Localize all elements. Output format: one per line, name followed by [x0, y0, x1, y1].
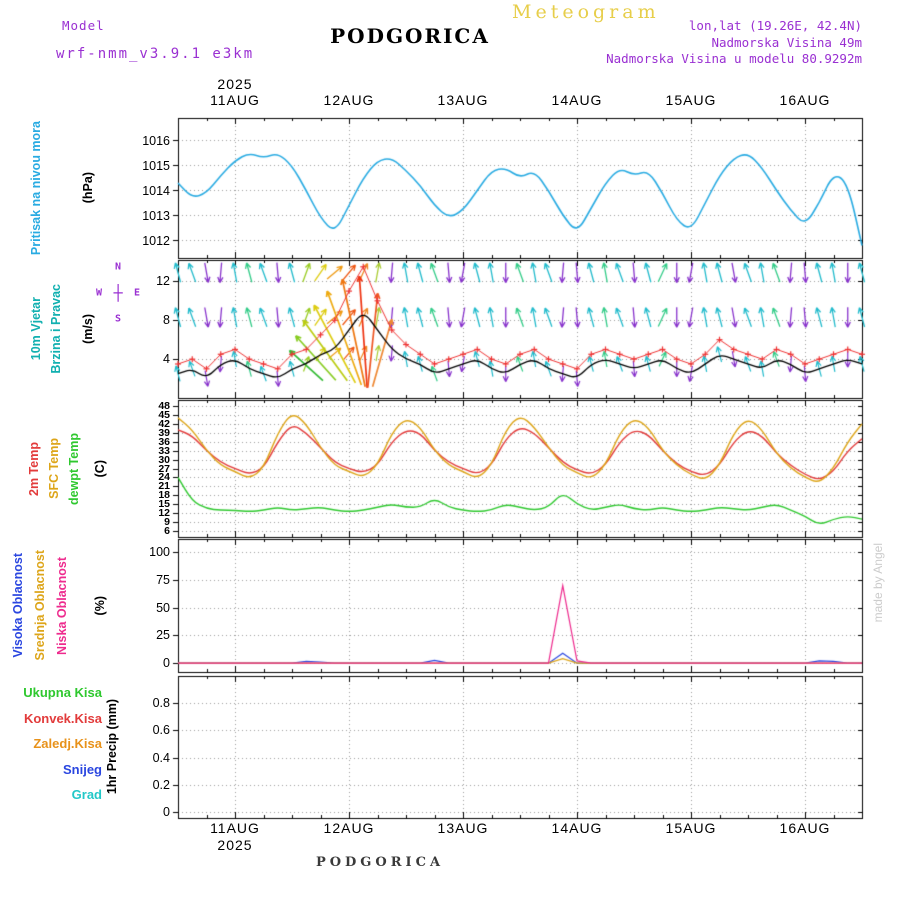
precip-legend-frozen: Zaledj.Kisa: [33, 736, 102, 751]
x-day-label-top: 14AUG: [551, 92, 603, 108]
x-day-label-top: 13AUG: [437, 92, 489, 108]
temp-sfc-label: SFC Temp: [44, 400, 64, 537]
location-info-block: lon,lat (19.26E, 42.4N) Nadmorska Visina…: [606, 18, 862, 68]
temp-2m-label-text: 2m Temp: [27, 441, 41, 496]
y-tick-label: 4: [163, 352, 170, 367]
meteogram-watermark: Meteogram: [512, 1, 660, 23]
y-tick-label: 27: [158, 462, 170, 475]
y-tick-label: 1014: [142, 183, 170, 198]
y-tick-label: 42: [158, 417, 170, 430]
y-tick-label: 100: [149, 545, 170, 560]
x-day-label-top: 12AUG: [323, 92, 375, 108]
temp-unit-label: (C): [90, 400, 110, 537]
y-tick-label: 0.8: [152, 696, 170, 711]
y-tick-label: 39: [158, 426, 170, 439]
credit-text: made by Angel: [871, 543, 885, 623]
y-tick-label: 36: [158, 435, 170, 448]
precip-unit-text: 1hr Precip (mm): [105, 699, 119, 795]
cloud-low-label-text: Niska Oblacnost: [55, 556, 69, 655]
model-elevation-line: Nadmorska Visina u modelu 80.9292m: [606, 51, 862, 66]
y-tick-label: 1015: [142, 158, 170, 173]
y-tick-label: 1013: [142, 208, 170, 223]
lonlat-line: lon,lat (19.26E, 42.4N): [688, 18, 862, 33]
x-day-label-bottom: 11AUG: [210, 820, 260, 836]
cloud-mid-label-text: Srednja Oblacnost: [33, 550, 47, 661]
y-tick-label: 8: [163, 313, 170, 328]
precip-legend-hail: Grad: [71, 787, 102, 802]
y-tick-label: 45: [158, 408, 170, 421]
y-tick-label: 1016: [142, 133, 170, 148]
model-name: wrf-nmm_v3.9.1 e3km: [56, 46, 255, 62]
temp-dewpt-label-text: dewpt Temp: [67, 432, 81, 505]
cloud-mid-label: Srednja Oblacnost: [30, 539, 50, 672]
cloud-unit-label: (%): [90, 539, 110, 672]
pressure-axis-label-text: Pritisak na nivou mora: [29, 120, 43, 256]
y-tick-label: 0.4: [152, 750, 170, 765]
compass-rose: N W ┼ E S: [94, 260, 142, 326]
cloud-high-label-text: Visoka Oblacnost: [11, 553, 25, 658]
x-day-label-bottom: 13AUG: [437, 820, 489, 836]
footer-station-title: PODGORICA: [315, 855, 445, 870]
x-day-label-top: 15AUG: [665, 92, 717, 108]
y-tick-label: 12: [156, 274, 170, 289]
precip-legend-snow: Snijeg: [62, 762, 102, 777]
temp-2m-label: 2m Temp: [24, 400, 44, 537]
pressure-axis-label: Pritisak na nivou mora: [26, 118, 46, 258]
model-label: Model: [62, 18, 105, 33]
compass-east-label: E: [133, 287, 141, 299]
y-tick-label: 0: [163, 804, 170, 819]
wind-axis-label-1-text: 10m Vjetar: [29, 297, 43, 361]
year-label-top: 2025: [217, 76, 253, 92]
cloud-low-label: Niska Oblacnost: [52, 539, 72, 672]
y-tick-label: 21: [158, 480, 170, 493]
compass-south-label: S: [114, 313, 122, 325]
cloud-high-label: Visoka Oblacnost: [8, 539, 28, 672]
precip-legend-convective: Konvek.Kisa: [23, 711, 102, 726]
station-title: PODGORICA: [330, 24, 490, 48]
cloud-unit-text: (%): [93, 595, 107, 616]
y-tick-label: 30: [158, 453, 170, 466]
y-tick-label: 9: [164, 516, 170, 529]
x-day-label-bottom: 15AUG: [665, 820, 717, 836]
y-tick-label: 0: [163, 656, 170, 671]
x-day-label-top: 16AUG: [779, 92, 831, 108]
pressure-unit-label: (hPa): [78, 118, 98, 258]
year-label-bottom: 2025: [217, 837, 253, 853]
credit-label: made by Angel: [868, 528, 888, 638]
compass-cross-icon: ┼: [113, 284, 123, 302]
x-day-label-top: 11AUG: [210, 92, 260, 108]
x-day-label-bottom: 16AUG: [779, 820, 831, 836]
y-tick-label: 48: [158, 399, 170, 412]
y-tick-label: 6: [164, 525, 170, 538]
wind-axis-label-2-text: Brzina i Pravac: [49, 284, 63, 374]
precip-unit-label: 1hr Precip (mm): [102, 676, 122, 818]
wind-unit-text: (m/s): [81, 314, 95, 344]
compass-north-label: N: [114, 261, 122, 273]
wind-axis-label-1: 10m Vjetar: [26, 260, 46, 398]
y-tick-label: 75: [156, 573, 170, 587]
y-tick-label: 18: [158, 489, 170, 502]
y-tick-label: 0.2: [152, 777, 170, 792]
y-tick-label: 15: [158, 498, 170, 511]
temp-dewpt-label: dewpt Temp: [64, 400, 84, 537]
x-day-label-bottom: 14AUG: [551, 820, 603, 836]
temp-unit-text: (C): [93, 459, 107, 478]
precip-legend-total: Ukupna Kisa: [23, 685, 102, 700]
y-tick-label: 33: [158, 444, 170, 457]
y-tick-label: 25: [156, 628, 170, 643]
compass-west-label: W: [95, 287, 103, 299]
pressure-unit-text: (hPa): [81, 172, 95, 204]
x-day-label-bottom: 12AUG: [323, 820, 375, 836]
y-tick-label: 1012: [142, 233, 170, 248]
y-tick-label: 50: [156, 600, 170, 615]
temp-sfc-label-text: SFC Temp: [47, 438, 61, 499]
wind-axis-label-2: Brzina i Pravac: [46, 260, 66, 398]
y-tick-label: 0.6: [152, 723, 170, 738]
elevation-line: Nadmorska Visina 49m: [711, 34, 862, 50]
y-tick-label: 12: [158, 507, 170, 520]
y-tick-label: 24: [158, 471, 170, 484]
